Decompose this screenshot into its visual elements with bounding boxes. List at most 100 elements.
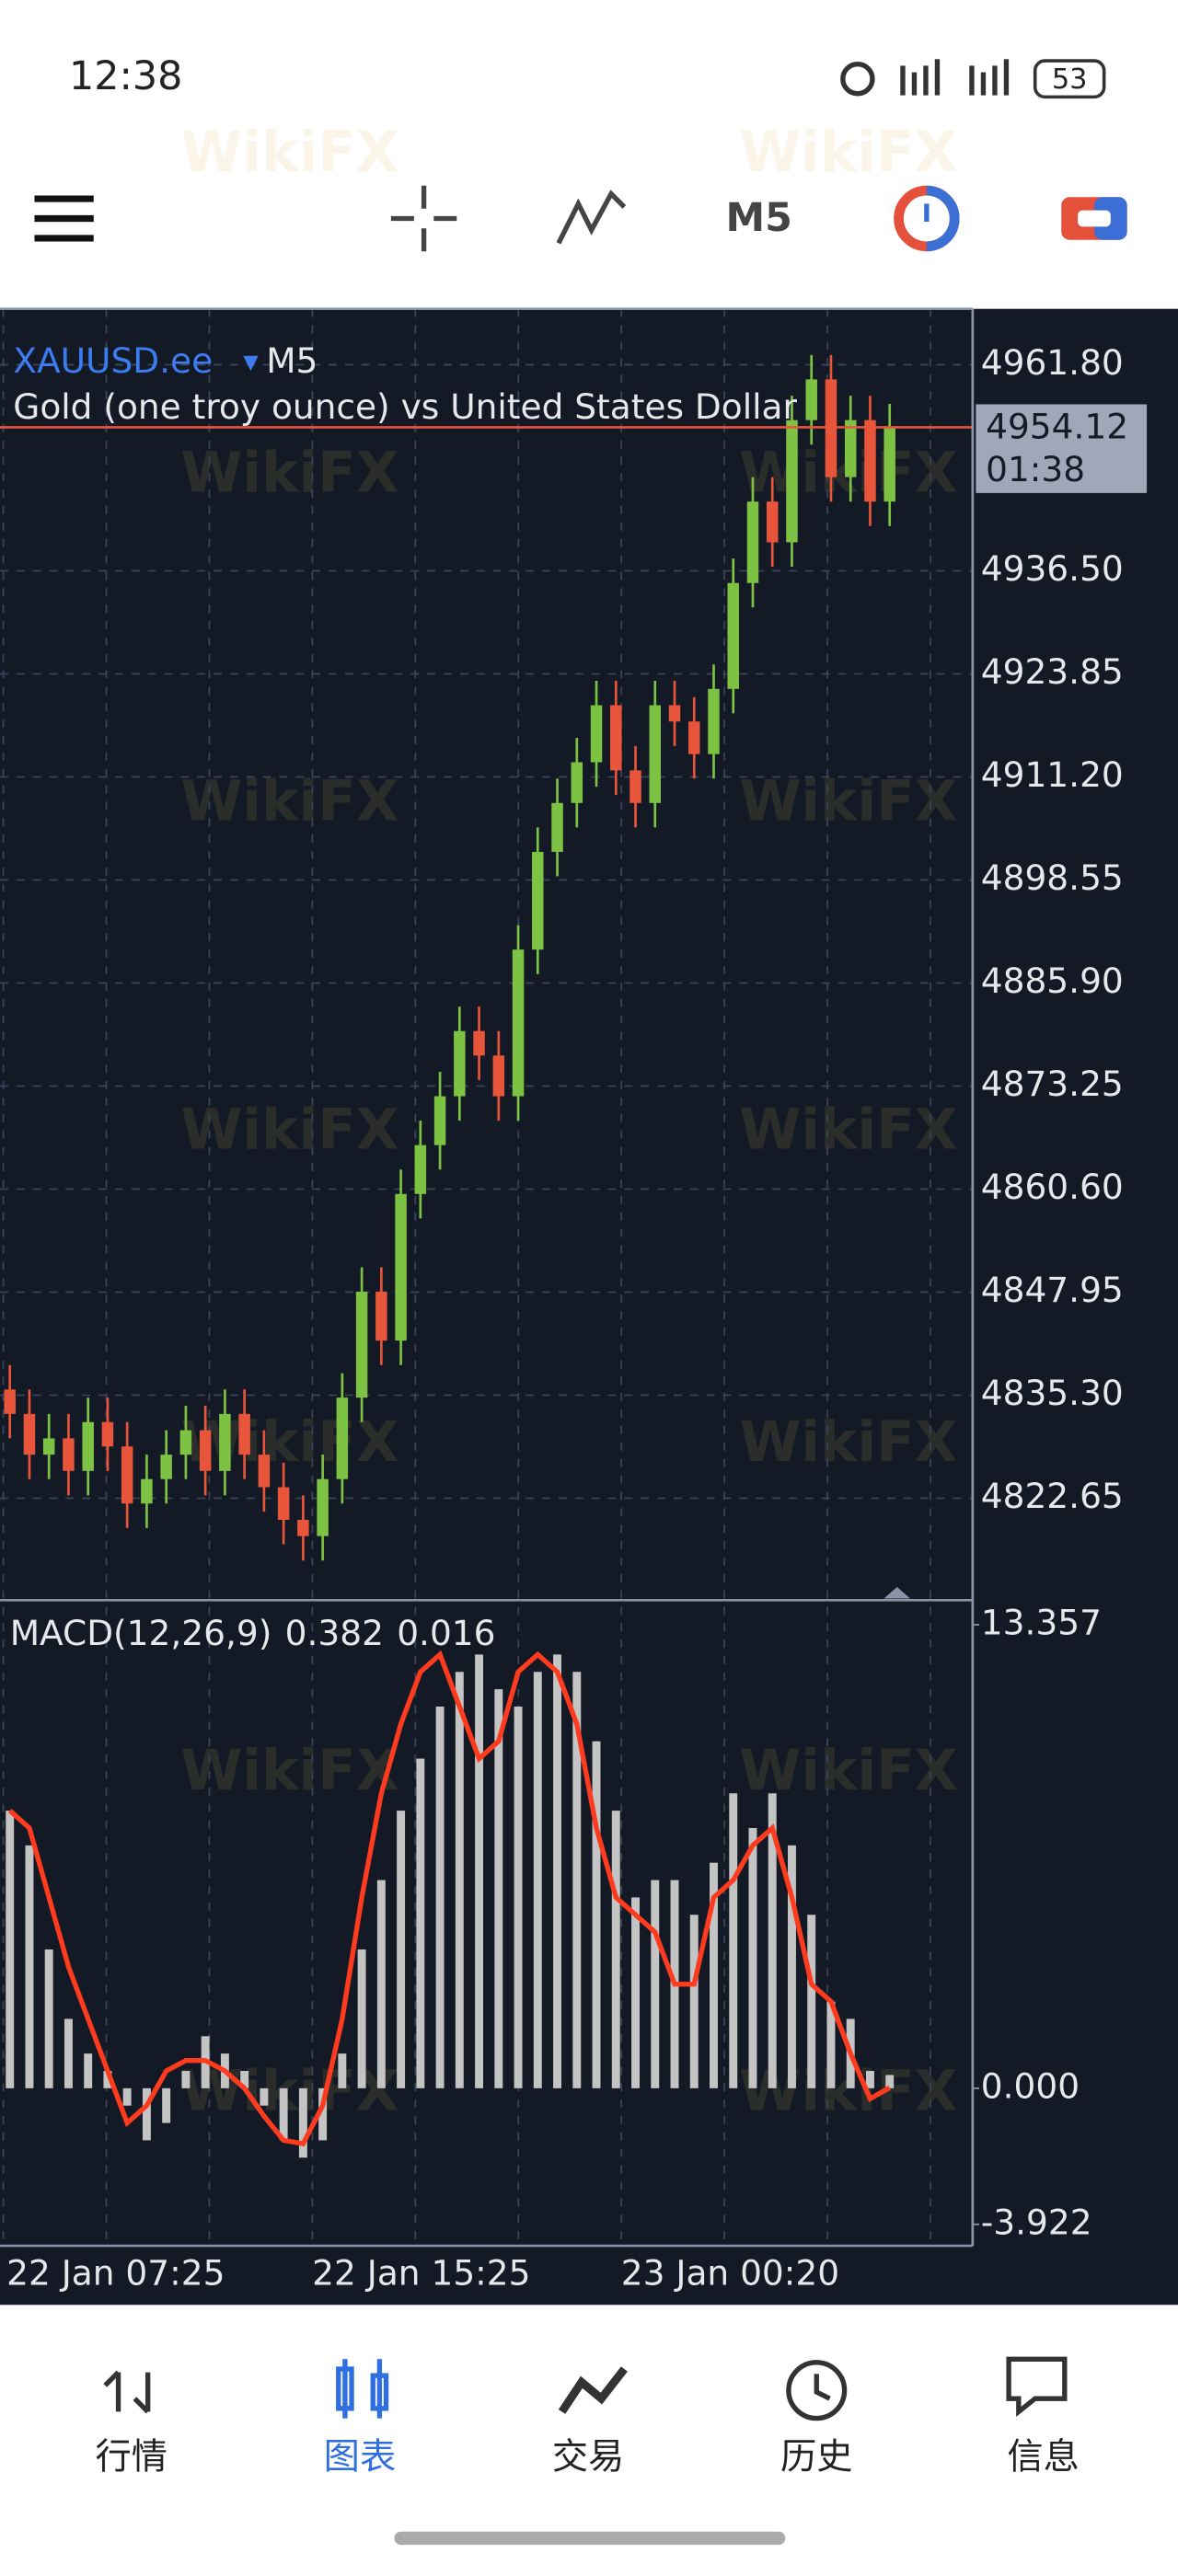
nav-label[interactable]: 行情 [96,2437,168,2478]
nav-label[interactable]: 历史 [780,2437,853,2478]
macd-bar [122,2087,132,2106]
y-tick-label: 4860.60 [981,1167,1124,1207]
candle-body [375,1292,387,1341]
y-tick-label: 4885.90 [981,960,1124,1001]
candle-body [746,501,759,583]
macd-bar [64,2018,73,2088]
last-price-box [976,404,1148,493]
macd-bar [865,2070,874,2088]
macd-bar [25,1845,34,2088]
macd-bar [631,1897,640,2088]
watermark: WikiFX [739,1739,957,1803]
candle-body [864,420,876,502]
top-bar [0,0,1178,309]
candle-body [571,762,583,803]
candle-body [844,420,857,477]
candle-body [395,1193,407,1341]
candle-body [727,582,739,689]
indicators-button[interactable] [556,190,627,245]
watermark: WikiFX [180,1410,398,1475]
candle-body [219,1413,231,1471]
nav-labels: 行情 图表 交易 历史 信息 [96,2437,1080,2478]
y-tick-label: 4847.95 [981,1270,1124,1310]
nav-label[interactable]: 图表 [324,2437,397,2478]
y-tick-label: 4936.50 [981,548,1124,589]
x-tick-label: 22 Jan 07:25 [6,2253,225,2294]
candle-body [141,1478,153,1504]
macd-bar [142,2087,151,2141]
candle-body [297,1519,309,1536]
macd-bar [162,2087,171,2123]
macd-bar [181,2070,191,2088]
symbol-description: Gold (one troy ounce) vs United States D… [13,386,797,427]
trade-clock-button[interactable] [894,185,960,252]
indicator-value: 0.382 [285,1612,384,1652]
candle-body [492,1055,505,1097]
macd-bar [475,1654,484,2088]
candle-body [433,1096,446,1145]
macd-bar [689,1915,699,2088]
candle-body [82,1421,94,1471]
candle-body [884,427,895,502]
candle-body [160,1455,172,1479]
y-tick-label: 0.000 [981,2065,1080,2106]
macd-bar [357,1949,366,2088]
y-tick-label: 4923.85 [981,651,1124,692]
nav-label[interactable]: 交易 [552,2437,625,2478]
macd-bar [748,1827,757,2088]
y-tick-label: 4822.65 [981,1476,1124,1516]
last-price-label: 4954.12 [986,407,1128,447]
candle-body [42,1438,55,1455]
macd-bar [260,2087,269,2106]
candle-body [473,1030,485,1056]
macd-bar [435,1706,445,2088]
macd-bar [592,1741,601,2088]
watermark: WikiFX [739,121,957,185]
macd-bar [729,1793,738,2088]
battery-level: 53 [1052,63,1088,96]
candle-body [532,851,544,950]
macd-bar [514,1706,523,2088]
watermark: WikiFX [180,121,398,185]
nav-label[interactable]: 信息 [1007,2437,1080,2478]
macd-bar [240,2070,249,2088]
watermark: WikiFX [180,1098,398,1163]
macd-bar [298,2087,307,2158]
macd-bar [494,1689,503,2088]
one-click-button[interactable] [1061,197,1127,240]
candle-body [668,705,681,722]
macd-bar [533,1672,542,2088]
symbol[interactable]: XAUUSD.ee [13,340,213,381]
macd-bar [318,2087,328,2141]
y-tick-label: 4898.55 [981,857,1124,898]
y-tick-label: -3.922 [981,2202,1092,2242]
macd-bar [710,1862,718,2088]
candle-body [101,1421,114,1447]
macd-bar [553,1654,562,2088]
crosshair-button[interactable] [390,185,457,252]
signal-line [7,1650,892,2147]
indicator-value: MACD(12,26,9) [10,1612,272,1652]
plot: 4961.80 4936.50 4923.85 4911.20 4898.55 4885.… [0,342,1148,2294]
status-time: 12:38 [69,53,182,99]
candle-body [4,1389,16,1414]
timeframe-button[interactable]: M5 [726,195,792,241]
candle-body [551,802,563,852]
macd-bar [572,1672,582,2088]
macd-bar [84,2053,93,2088]
panel-splitter[interactable] [884,1587,911,1599]
bar-timer: 01:38 [986,449,1085,489]
watermark: WikiFX [180,441,398,505]
candle-body [63,1438,75,1471]
macd-bar [416,1758,425,2088]
candle-body [590,705,603,763]
macd-bar [376,1880,386,2088]
symbol-dropdown[interactable]: ▼ [243,351,259,374]
candle-body [179,1430,192,1455]
candle-body [786,420,798,543]
y-tick-label: 13.357 [981,1603,1102,1643]
watermark: WikiFX [180,2059,398,2123]
menu-button[interactable] [34,195,94,242]
